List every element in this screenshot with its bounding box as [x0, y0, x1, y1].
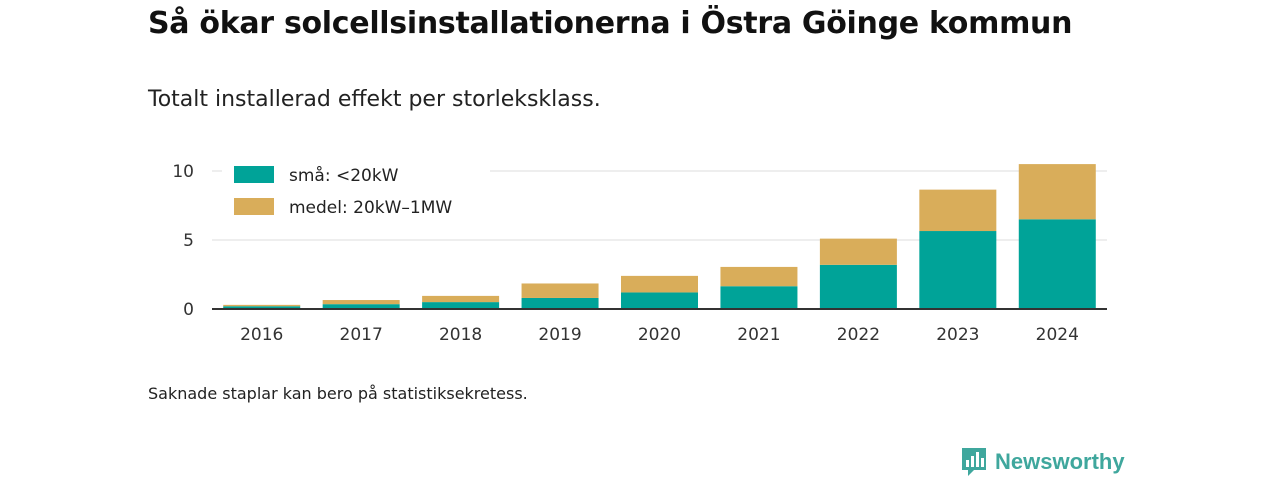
- bar-2017-series-1[interactable]: [322, 300, 400, 305]
- bar-2018-series-1[interactable]: [422, 295, 500, 303]
- x-tick-label: 2016: [240, 325, 283, 345]
- newsworthy-logo-icon: [962, 448, 986, 476]
- bar-2024-series-1[interactable]: [1018, 164, 1096, 220]
- x-tick-label: 2021: [737, 325, 780, 345]
- bar-2024-series-0[interactable]: [1018, 219, 1096, 309]
- bar-2021-series-0[interactable]: [720, 286, 798, 309]
- bar-2022-series-1[interactable]: [819, 238, 897, 265]
- x-tick-label: 2017: [340, 325, 383, 345]
- x-tick-label: 2024: [1036, 325, 1079, 345]
- legend: små: <20kW medel: 20kW–1MW: [222, 158, 490, 220]
- legend-swatch: [234, 198, 274, 215]
- bar-2018-series-0[interactable]: [422, 302, 500, 309]
- bar-2017-series-0[interactable]: [322, 304, 400, 309]
- x-tick-label: 2020: [638, 325, 681, 345]
- bar-2020-series-1[interactable]: [621, 275, 698, 293]
- brand-name: Newsworthy: [995, 449, 1125, 474]
- legend-label: små: <20kW: [289, 165, 399, 186]
- x-tick-label: 2019: [538, 325, 581, 345]
- newsworthy-brand[interactable]: Newsworthy: [960, 446, 1125, 478]
- bar-2016-series-0[interactable]: [223, 306, 301, 309]
- bar-2021-series-1[interactable]: [720, 266, 798, 287]
- legend-label: medel: 20kW–1MW: [289, 198, 452, 218]
- x-tick-label: 2023: [936, 325, 979, 345]
- chart-title: Så ökar solcellsinstallationerna i Östra…: [148, 6, 1073, 41]
- chart-subtitle: Totalt installerad effekt per storlekskl…: [148, 87, 601, 112]
- bar-2022-series-0[interactable]: [819, 264, 897, 309]
- bars: [223, 164, 1096, 309]
- bar-2016-series-1[interactable]: [223, 304, 301, 307]
- x-tick-label: 2022: [837, 325, 880, 345]
- x-tick-label: 2018: [439, 325, 482, 345]
- y-tick-label: 0: [183, 300, 194, 320]
- legend-swatch: [234, 166, 274, 183]
- bar-2020-series-0[interactable]: [621, 292, 698, 309]
- bar-2019-series-0[interactable]: [521, 297, 599, 309]
- footnote: Saknade staplar kan bero på statistiksek…: [148, 384, 528, 403]
- bar-2019-series-1[interactable]: [521, 283, 599, 298]
- bar-2023-series-1[interactable]: [919, 189, 997, 232]
- y-tick-label: 5: [183, 231, 194, 251]
- y-tick-label: 10: [172, 162, 194, 182]
- bar-2023-series-0[interactable]: [919, 231, 997, 309]
- stacked-bar-chart: 0 5 10 2016 2017 2018 2019 2020 2021 2022 2023 2024…: [172, 158, 1107, 345]
- axes: 0 5 10 2016 2017 2018 2019 2020 2021 2022 2023 2024: [172, 162, 1107, 345]
